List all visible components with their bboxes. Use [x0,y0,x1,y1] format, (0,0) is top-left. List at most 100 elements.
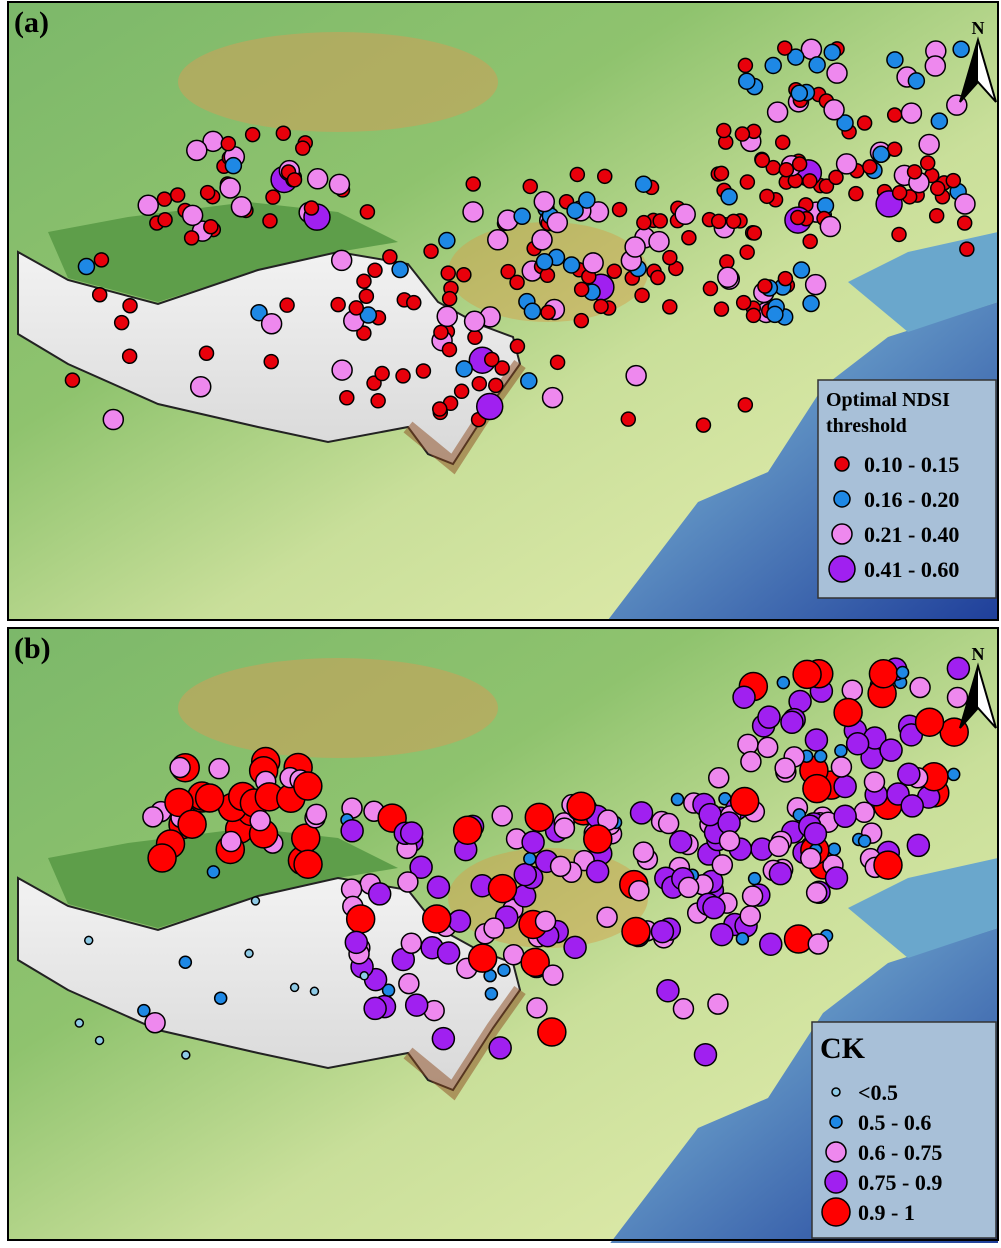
station-point [441,266,455,280]
station-point [225,158,241,174]
station-point [434,325,448,339]
station-point [439,233,455,249]
station-point [280,298,294,312]
legend-label: 0.6 - 0.75 [858,1140,942,1165]
station-point [456,361,472,377]
station-point [767,306,783,322]
station-point [488,230,508,250]
station-point [760,933,782,955]
station-point [679,877,699,897]
legend-swatch [835,457,849,471]
station-point [306,804,326,824]
station-point [523,179,537,193]
station-point [827,63,847,83]
station-point [803,174,817,188]
station-point [727,214,741,228]
station-point [457,268,471,282]
legend-label: 0.21 - 0.40 [864,522,959,547]
station-point [170,757,190,777]
station-point [145,1013,165,1033]
station-point [859,835,871,847]
station-point [598,169,612,183]
station-point [291,983,299,991]
station-point [769,863,791,885]
station-point [807,883,827,903]
station-point [340,391,354,405]
station-point [901,103,921,123]
station-point [760,189,774,203]
station-point [791,211,805,225]
station-point [621,412,635,426]
station-point [622,918,650,946]
station-point [329,174,349,194]
station-point [793,262,809,278]
station-point [712,855,732,875]
station-point [801,848,821,868]
station-point [960,242,974,256]
station-point [651,270,665,284]
station-point [521,373,537,389]
legend-label: 0.16 - 0.20 [864,487,959,512]
station-point [540,268,554,282]
station-point [148,844,176,872]
station-point [264,355,278,369]
station-point [514,864,536,886]
station-point [375,367,389,381]
station-point [804,823,826,845]
station-point [649,232,669,252]
station-point [758,279,772,293]
station-point [524,853,536,865]
station-point [898,763,920,785]
station-point [178,810,206,838]
station-point [485,988,497,1000]
station-point [815,750,827,762]
station-point [204,220,218,234]
station-point [908,165,922,179]
station-point [712,214,726,228]
station-point [245,949,253,957]
station-point [534,192,554,212]
station-point [427,876,449,898]
station-point [916,708,944,736]
station-point [931,113,947,129]
legend-swatch [825,1171,847,1193]
station-point [369,883,391,905]
station-point [625,237,645,257]
station-point [740,245,754,259]
station-point [769,836,789,856]
station-point [714,302,728,316]
station-point [231,197,251,217]
station-point [842,680,862,700]
station-point [371,394,385,408]
station-point [510,339,524,353]
mountains [178,32,498,132]
station-point [637,216,651,230]
station-point [733,686,755,708]
station-point [360,205,374,219]
station-point [357,274,371,288]
station-point [250,811,270,831]
legend-swatch [829,556,855,582]
station-point [736,933,748,945]
station-point [310,987,318,995]
station-point [803,296,819,312]
station-point [613,203,627,217]
station-point [364,997,386,1019]
station-point [946,174,960,188]
station-point [448,910,470,932]
legend-swatch [834,491,850,507]
station-point [583,253,603,273]
station-point [670,831,692,853]
station-point [824,44,840,60]
station-point [251,897,259,905]
station-point [858,116,872,130]
station-point [758,737,778,757]
legend-title: Optimal NDSI [826,389,950,411]
station-point [694,1044,716,1066]
station-point [492,806,512,826]
station-point [721,189,737,205]
station-point [805,729,827,751]
legend-swatch [826,1142,846,1162]
station-point [737,296,751,310]
station-point [472,377,486,391]
